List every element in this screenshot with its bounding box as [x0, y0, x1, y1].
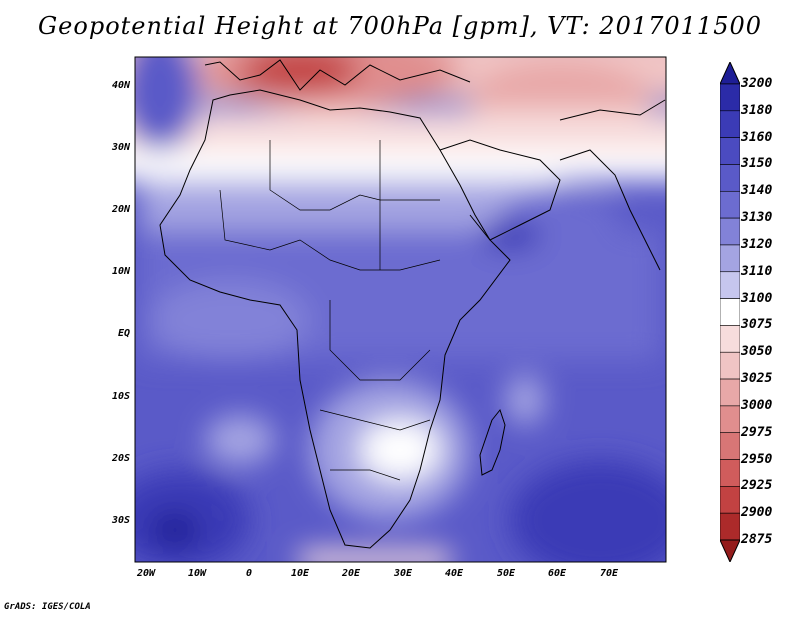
colorbar-bin — [720, 459, 740, 487]
colorbar-bin — [720, 164, 740, 192]
colorbar-bin — [720, 298, 740, 326]
colorbar-label: 3160 — [741, 129, 773, 145]
colorbar-label: 3110 — [741, 263, 773, 279]
lat-label-10n: 10N — [111, 266, 130, 277]
country-borders — [219, 140, 441, 481]
colorbar-label: 3075 — [741, 317, 773, 333]
colorbar-bin — [720, 83, 740, 112]
height-field — [135, 57, 666, 562]
colorbar-label: 3025 — [741, 371, 773, 387]
colorbar-bin — [720, 271, 740, 299]
colorbar-label: 3050 — [741, 344, 773, 360]
lat-label-10s: 10S — [111, 391, 130, 402]
colorbar-label: 3140 — [741, 183, 773, 199]
colorbar-label: 3120 — [741, 236, 773, 252]
colorbar-label: 2925 — [741, 478, 773, 494]
colorbar-bin — [720, 486, 740, 514]
colorbar-label: 3100 — [741, 290, 773, 306]
colorbar-bin — [720, 351, 740, 380]
colorbar-top-arrow — [720, 62, 740, 85]
lon-label-70e: 70E — [599, 568, 619, 579]
colorbar-label: 3200 — [741, 76, 773, 91]
lon-label-10w: 10W — [187, 568, 207, 579]
colorbar-bin — [720, 244, 740, 273]
lon-label-40e: 40E — [444, 568, 464, 579]
colorbar-bin — [720, 217, 740, 246]
colorbar-bin — [720, 110, 740, 138]
lon-label-0: 0 — [245, 568, 253, 579]
colorbar-label: 3180 — [741, 102, 773, 118]
lat-label-eq: EQ — [117, 328, 130, 339]
colorbar-bin — [720, 432, 740, 460]
colorbar-bin — [720, 378, 740, 407]
lon-label-60e: 60E — [547, 568, 567, 579]
chart-title: Geopotential Height at 700hPa [gpm], VT:… — [38, 12, 762, 40]
grads-credit: GrADS: IGES/COLA — [4, 602, 91, 612]
lon-label-10e: 10E — [290, 568, 310, 579]
coastlines — [159, 59, 666, 549]
colorbar-label: 2900 — [741, 505, 773, 521]
colorbar — [720, 62, 740, 562]
colorbar-label: 2875 — [741, 532, 773, 547]
colorbar-bottom-arrow — [720, 539, 740, 562]
lon-label-50e: 50E — [496, 568, 516, 579]
colorbar-label: 2950 — [741, 451, 773, 467]
lon-label-30e: 30E — [393, 568, 413, 579]
colorbar-bin — [720, 190, 740, 219]
lat-label-20n: 20N — [111, 204, 130, 215]
colorbar-bin — [720, 405, 740, 434]
lat-label-20s: 20S — [111, 453, 130, 464]
lat-label-40n: 40N — [111, 80, 130, 91]
colorbar-bin — [720, 137, 740, 165]
lat-label-30n: 30N — [111, 142, 130, 153]
lon-label-20w: 20W — [136, 568, 156, 579]
map-frame — [134, 56, 667, 563]
colorbar-bin — [720, 512, 740, 541]
colorbar-label: 3000 — [741, 397, 773, 413]
colorbar-label: 2975 — [741, 424, 773, 440]
lon-label-20e: 20E — [341, 568, 361, 579]
colorbar-label: 3150 — [741, 156, 773, 172]
colorbar-label: 3130 — [741, 210, 773, 226]
colorbar-bin — [720, 325, 740, 353]
lat-label-30s: 30S — [111, 515, 130, 526]
